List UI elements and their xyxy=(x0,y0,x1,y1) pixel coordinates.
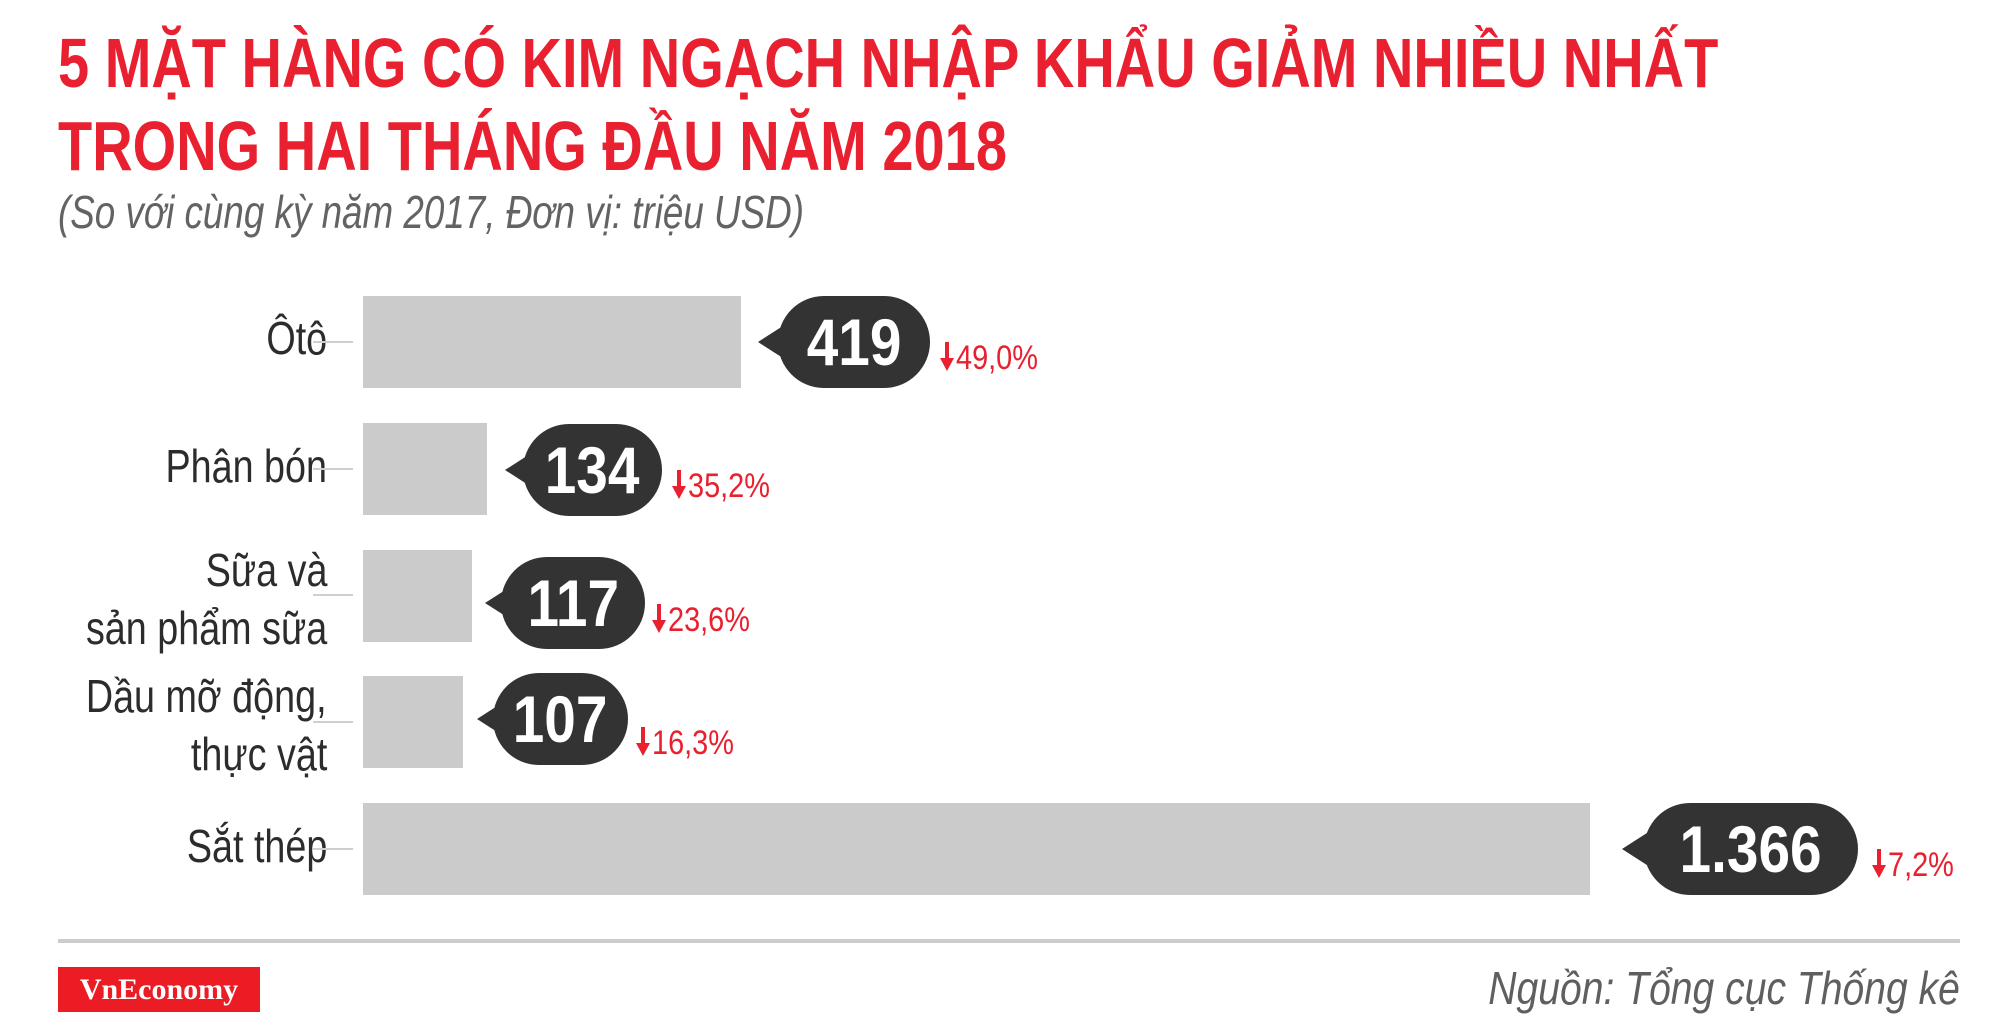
row-tick xyxy=(313,341,353,343)
arrow-down-icon xyxy=(636,727,650,757)
value-bubble-phan-bon: 134 xyxy=(505,424,662,516)
row-tick xyxy=(313,721,353,723)
arrow-down-icon xyxy=(1872,849,1886,879)
row-label-sua: Sữa và sản phẩm sữa xyxy=(85,544,327,654)
bar-phan-bon xyxy=(363,423,487,515)
arrow-down-icon xyxy=(672,470,686,500)
chart-title-line-2: TRONG HAI THÁNG ĐẦU NĂM 2018 xyxy=(58,107,1007,185)
row-tick xyxy=(313,468,353,470)
value-label: 419 xyxy=(806,305,902,379)
bar-sat-thep xyxy=(363,803,1590,895)
value-label: 117 xyxy=(527,566,619,640)
value-bubble-oto: 419 xyxy=(758,296,930,388)
bar-dau-mo xyxy=(363,676,463,768)
source-note: Nguồn: Tổng cục Thống kê xyxy=(1488,962,1960,1014)
chart-subtitle: (So với cùng kỳ năm 2017, Đơn vị: triệu … xyxy=(58,186,805,238)
value-bubble-dau-mo: 107 xyxy=(477,673,628,765)
row-label-phan-bon: Phân bón xyxy=(165,440,327,492)
footer-divider xyxy=(58,939,1960,943)
row-tick xyxy=(313,594,353,596)
change-sua: 23,6% xyxy=(652,600,764,640)
row-label-sat-thep: Sắt thép xyxy=(186,820,327,872)
row-label-dau-mo: Dầu mỡ động, thực vật xyxy=(86,670,327,780)
value-label: 134 xyxy=(545,433,640,507)
change-phan-bon: 35,2% xyxy=(672,466,784,506)
change-dau-mo: 16,3% xyxy=(636,723,748,763)
value-label: 107 xyxy=(513,682,608,756)
chart-title-line-1: 5 MẶT HÀNG CÓ KIM NGẠCH NHẬP KHẨU GIẢM N… xyxy=(58,24,1719,102)
arrow-down-icon xyxy=(652,604,666,634)
vneconomy-logo: VnEconomy xyxy=(58,967,260,1012)
row-label-oto: Ôtô xyxy=(266,312,327,364)
value-label: 1.366 xyxy=(1679,812,1823,886)
bar-oto xyxy=(363,296,741,388)
value-bubble-sua: 117 xyxy=(485,557,645,649)
change-oto: 49,0% xyxy=(940,338,1052,378)
change-sat-thep: 7,2% xyxy=(1872,845,1966,885)
arrow-down-icon xyxy=(940,342,954,372)
bar-sua xyxy=(363,550,472,642)
row-tick xyxy=(313,848,353,850)
value-bubble-sat-thep: 1.366 xyxy=(1622,803,1858,895)
